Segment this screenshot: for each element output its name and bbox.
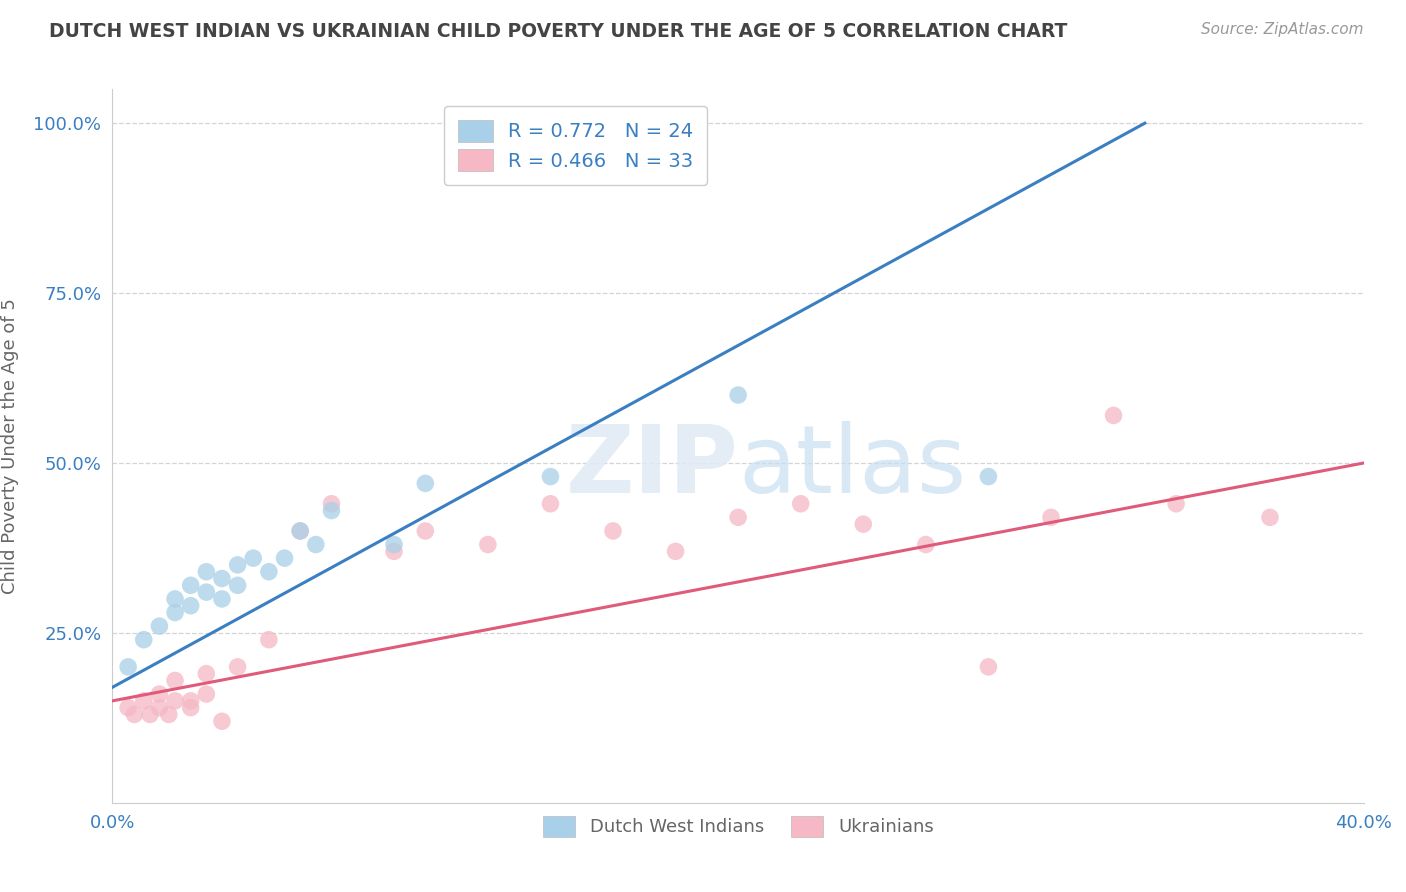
Point [290,524,312,538]
Point [1258,510,1281,524]
Point [132,632,155,647]
Legend: Dutch West Indians, Ukrainians: Dutch West Indians, Ukrainians [536,808,941,844]
Point [157,707,180,722]
Point [124,707,146,722]
Point [305,537,328,551]
Point [540,497,562,511]
Point [132,694,155,708]
Point [163,694,186,708]
Point [195,565,218,579]
Point [727,388,749,402]
Point [139,707,162,722]
Point [257,632,280,647]
Point [195,687,218,701]
Point [148,619,170,633]
Point [117,700,139,714]
Point [1166,497,1188,511]
Point [664,544,686,558]
Point [211,714,233,729]
Point [415,476,437,491]
Point [163,673,186,688]
Point [226,660,249,674]
Point [852,517,875,532]
Point [790,497,813,511]
Text: Source: ZipAtlas.com: Source: ZipAtlas.com [1201,22,1364,37]
Point [382,537,405,551]
Text: ZIP: ZIP [565,421,738,514]
Point [977,469,1000,483]
Point [226,578,249,592]
Text: atlas: atlas [738,421,966,514]
Point [242,551,264,566]
Point [290,524,312,538]
Point [257,565,280,579]
Point [148,687,170,701]
Text: DUTCH WEST INDIAN VS UKRAINIAN CHILD POVERTY UNDER THE AGE OF 5 CORRELATION CHAR: DUTCH WEST INDIAN VS UKRAINIAN CHILD POV… [49,22,1067,41]
Point [273,551,295,566]
Point [180,578,202,592]
Point [195,666,218,681]
Point [382,544,405,558]
Point [226,558,249,572]
Point [180,694,202,708]
Point [602,524,624,538]
Point [211,591,233,606]
Point [117,660,139,674]
Point [163,606,186,620]
Point [977,660,1000,674]
Point [915,537,938,551]
Point [415,524,437,538]
Point [163,591,186,606]
Point [195,585,218,599]
Y-axis label: Child Poverty Under the Age of 5: Child Poverty Under the Age of 5 [1,298,20,594]
Point [1039,510,1063,524]
Point [477,537,499,551]
Point [148,700,170,714]
Point [211,572,233,586]
Point [180,700,202,714]
Point [727,510,749,524]
Point [321,497,343,511]
Point [540,469,562,483]
Point [1102,409,1125,423]
Point [180,599,202,613]
Point [321,503,343,517]
